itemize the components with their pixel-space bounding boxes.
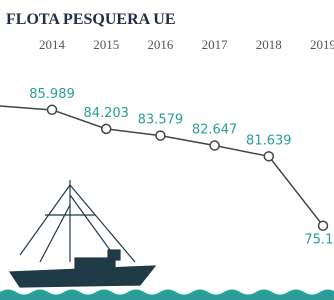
point bbox=[48, 105, 57, 114]
point bbox=[264, 152, 273, 161]
point bbox=[319, 221, 328, 230]
chart: FLOTA PESQUERA UE 2014 2015 2016 2017 2018 20… bbox=[0, 0, 334, 300]
boat bbox=[10, 180, 155, 287]
value-label: 83.579 bbox=[138, 113, 184, 128]
x-tick-label: 2017 bbox=[202, 37, 229, 52]
value-label: 75.15 bbox=[304, 233, 334, 248]
x-tick-label: 2016 bbox=[147, 37, 174, 52]
value-label: 82.647 bbox=[192, 123, 238, 138]
x-tick-label: 2014 bbox=[39, 37, 66, 52]
line-lead bbox=[0, 106, 52, 110]
value-label: 85.989 bbox=[29, 87, 75, 102]
point bbox=[210, 141, 219, 150]
value-label: 84.203 bbox=[83, 106, 129, 121]
x-tick-label: 2018 bbox=[256, 37, 282, 52]
point bbox=[156, 131, 165, 140]
point bbox=[102, 124, 111, 133]
waves bbox=[0, 290, 334, 300]
x-tick-label: 2015 bbox=[93, 37, 119, 52]
value-label: 81.639 bbox=[246, 133, 292, 148]
chart-title: FLOTA PESQUERA UE bbox=[6, 11, 176, 28]
data-line bbox=[52, 110, 323, 226]
x-tick-label: 2019 bbox=[310, 37, 334, 52]
